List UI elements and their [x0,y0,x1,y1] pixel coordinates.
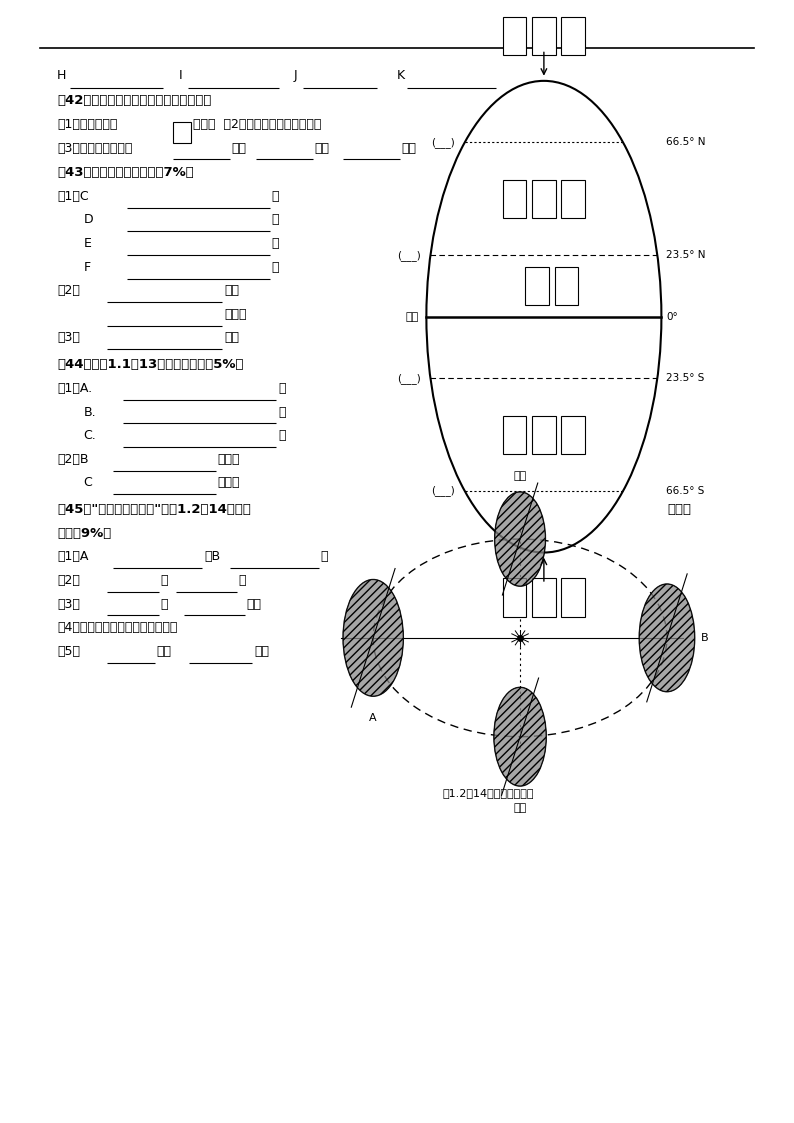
Text: ；: ； [272,213,279,227]
Text: 。: 。 [238,574,245,587]
Text: （5）: （5） [57,645,80,658]
Text: 【42】读图并完成下列各题：（１２％）: 【42】读图并完成下列各题：（１２％） [57,94,211,108]
Ellipse shape [639,584,695,692]
Bar [503,180,526,218]
Text: E: E [83,237,91,250]
Bar [532,180,556,218]
Text: ；: ； [272,190,279,203]
Bar [532,17,556,55]
Text: (___): (___) [431,485,455,496]
Text: ；: ； [272,261,279,274]
Text: （3）: （3） [57,597,80,611]
Text: 【43】读图，回答问题。（7%）: 【43】读图，回答问题。（7%） [57,166,194,180]
Text: 米；: 米； [224,284,239,298]
Text: 66.5° N: 66.5° N [666,137,706,147]
Text: (___): (___) [397,373,421,384]
Text: 【45】"地球公转示意图"如图1.2－14所示，: 【45】"地球公转示意图"如图1.2－14所示， [57,503,251,517]
Text: H: H [57,69,67,82]
Text: （3）（填写名称）：: （3）（填写名称）： [57,141,133,155]
Text: （4）直接在右图上画公转的方向。: （4）直接在右图上画公转的方向。 [57,621,178,634]
Bar [532,578,556,617]
Ellipse shape [495,492,545,586]
Text: 题。（9%）: 题。（9%） [57,527,111,540]
Text: J: J [294,69,298,82]
Bar [561,180,585,218]
Text: 【44】读图1.1－13，回答问题。（5%）: 【44】读图1.1－13，回答问题。（5%） [57,358,244,372]
Text: 秋分: 秋分 [514,803,526,813]
Text: ．: ． [278,405,285,419]
Text: I: I [179,69,183,82]
Text: 季。: 季。 [254,645,269,658]
Text: ；: ； [272,237,279,250]
Bar [173,122,191,143]
Text: 中填。  （2）在下图（＿＿）中填。: 中填。 （2）在下图（＿＿）中填。 [193,118,322,131]
Text: （1）A: （1）A [57,550,89,564]
Text: 0°: 0° [666,312,678,321]
Text: 带，: 带， [232,141,247,155]
Text: (___): (___) [397,249,421,261]
Text: 方向。: 方向。 [224,308,246,321]
Text: 。: 。 [321,550,328,564]
Bar [561,416,585,454]
Text: A: A [369,713,377,723]
Text: （1）在下图方框: （1）在下图方框 [57,118,118,131]
Text: 赤道: 赤道 [405,312,418,321]
Bar [561,578,585,617]
Text: 月: 月 [160,597,168,611]
Text: 66.5° S: 66.5° S [666,486,704,496]
Text: 23.5° N: 23.5° N [666,250,706,261]
Text: 带与: 带与 [314,141,330,155]
Bar [503,578,526,617]
Text: （1）A.: （1）A. [57,382,92,395]
Text: 23.5° S: 23.5° S [666,373,704,383]
Ellipse shape [426,81,661,553]
Bar [532,416,556,454]
Text: D: D [83,213,93,227]
Text: ；: ； [278,382,285,395]
Text: 半球；: 半球； [218,453,240,466]
Text: （1）C: （1）C [57,190,89,203]
Text: 带。: 带。 [402,141,417,155]
Bar [503,17,526,55]
Text: （3）: （3） [57,331,80,345]
Bar [555,267,579,305]
Bar [526,267,549,305]
Text: （2）: （2） [57,574,80,587]
Text: B: B [701,633,709,642]
Text: B.: B. [83,405,96,419]
Bar [503,416,526,454]
Text: K: K [397,69,405,82]
Text: 半球。: 半球。 [218,476,240,490]
Ellipse shape [343,579,403,696]
Text: (___): (___) [431,137,455,148]
Text: 春分: 春分 [514,471,526,481]
Text: 。: 。 [278,429,285,442]
Text: ，B: ，B [204,550,220,564]
Text: C.: C. [83,429,96,442]
Text: ，: ， [160,574,168,587]
Text: C: C [83,476,92,490]
Text: （2）: （2） [57,284,80,298]
Text: 季，: 季， [156,645,172,658]
Text: F: F [83,261,91,274]
Text: 米。: 米。 [224,331,239,345]
Text: 日。: 日。 [246,597,261,611]
Text: 回答问: 回答问 [667,503,691,517]
Ellipse shape [494,687,546,786]
Bar [561,17,585,55]
Text: （2）B: （2）B [57,453,89,466]
Text: 图1.2－14地球公转示意图: 图1.2－14地球公转示意图 [442,788,534,798]
